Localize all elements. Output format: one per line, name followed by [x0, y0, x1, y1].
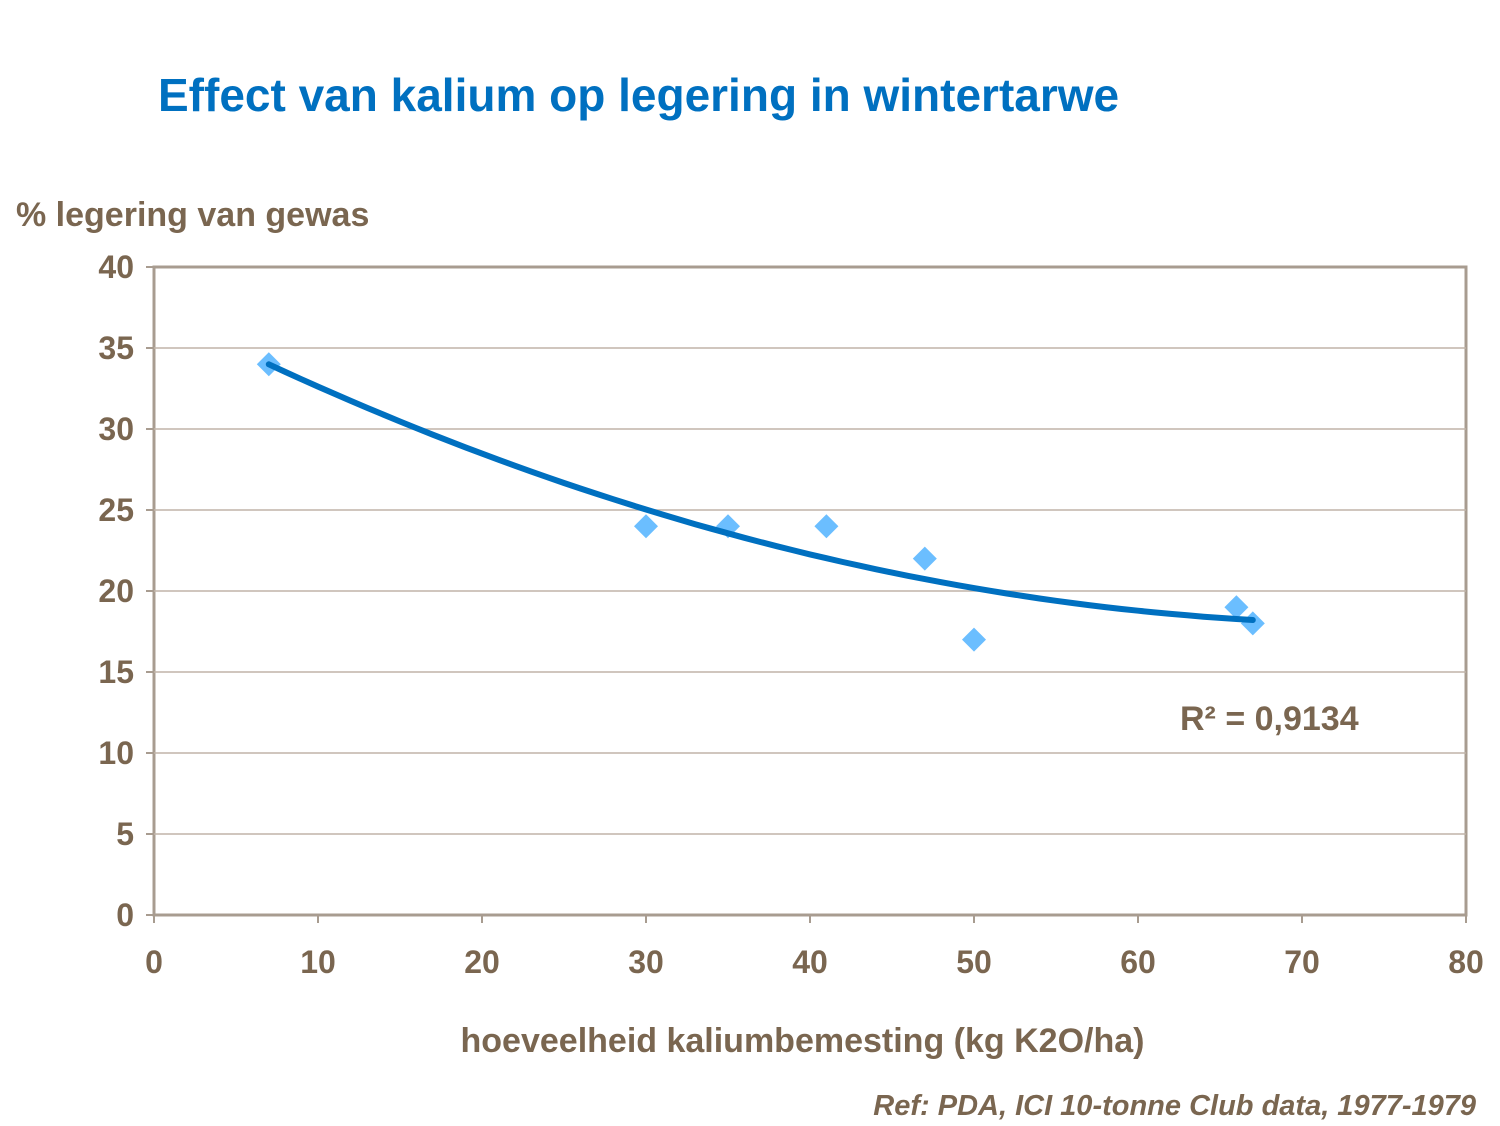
chart-title: Effect van kalium op legering in wintert…	[158, 69, 1120, 121]
data-point	[1224, 595, 1249, 620]
y-tick-label: 20	[98, 573, 134, 609]
x-tick-label: 10	[300, 944, 336, 980]
data-point	[814, 514, 839, 539]
data-point	[634, 514, 658, 539]
x-tick-label: 30	[628, 944, 664, 980]
x-axis-label: hoeveelheid kaliumbemesting (kg K2O/ha)	[460, 1022, 1145, 1060]
x-tick-label: 70	[1284, 944, 1320, 980]
x-tick-label: 80	[1448, 944, 1484, 980]
trendline	[265, 361, 1256, 623]
y-tick-label: 5	[116, 816, 134, 852]
y-tick-label: 40	[98, 249, 134, 285]
y-tick-label: 30	[98, 411, 134, 447]
y-tick-label: 15	[98, 654, 134, 690]
data-point	[962, 627, 986, 652]
y-tick-label: 35	[98, 330, 134, 366]
x-tick-label: 0	[145, 944, 163, 980]
x-tick-label: 40	[792, 944, 828, 980]
y-tick-label: 25	[98, 492, 134, 528]
y-axis-label: % legering van gewas	[16, 196, 370, 234]
y-tick-label: 0	[116, 897, 134, 933]
data-point	[1240, 611, 1265, 636]
x-tick-label: 20	[464, 944, 500, 980]
r-squared-label: R² = 0,9134	[1180, 700, 1359, 738]
reference-note: Ref: PDA, ICI 10-tonne Club data, 1977-1…	[873, 1090, 1476, 1122]
y-tick-label: 10	[98, 735, 134, 771]
x-tick-label: 50	[956, 944, 992, 980]
x-tick-label: 60	[1120, 944, 1156, 980]
data-point	[912, 546, 937, 571]
